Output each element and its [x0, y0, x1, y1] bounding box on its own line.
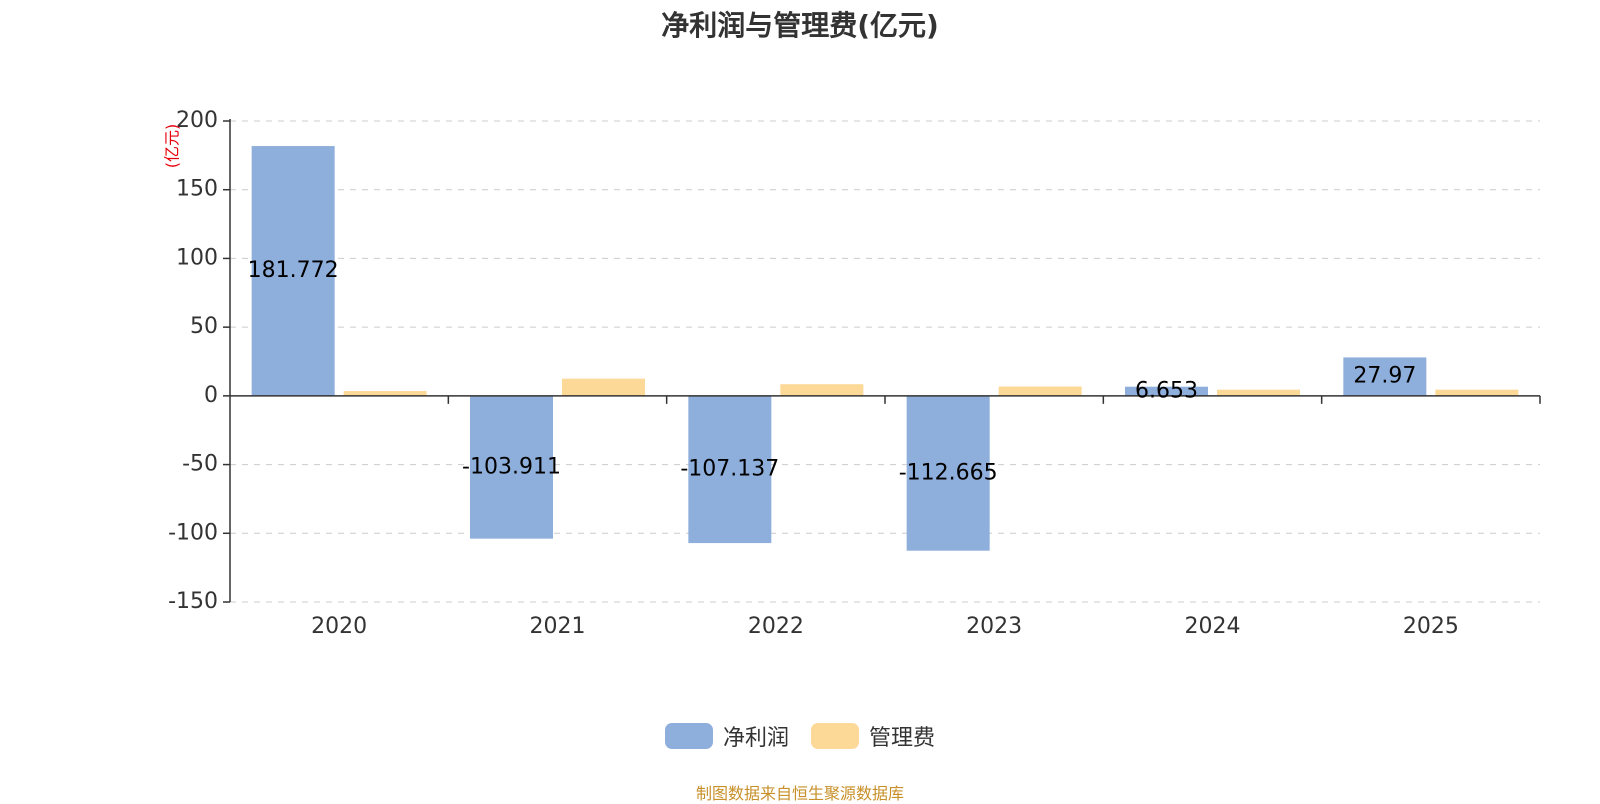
bar-net-profit [470, 395, 553, 539]
data-label: 181.772 [248, 258, 339, 283]
bars [251, 146, 1519, 551]
x-tick-label: 2021 [530, 614, 586, 639]
bar-admin-expense [1435, 389, 1519, 396]
bar-net-profit [906, 395, 990, 551]
chart-title: 净利润与管理费(亿元) [661, 9, 939, 42]
x-tick-label: 2024 [1185, 614, 1241, 639]
data-label: 6.653 [1135, 378, 1198, 403]
bar-net-profit [251, 146, 335, 396]
axes: 200 150 100 50 0 -50 -100 -150 2020 2021 2022 2023 2… [168, 108, 1541, 639]
legend-swatch-net-profit [664, 723, 713, 749]
y-tick-label: -50 [182, 452, 218, 477]
bar-net-profit [1343, 357, 1427, 396]
data-labels: 181.772 -103.911 -107.137 -112.665 6.653 27.9… [248, 258, 1417, 485]
x-tick-label: 2025 [1403, 614, 1459, 639]
x-tick-label: 2020 [311, 614, 367, 639]
y-tick-label: 150 [176, 177, 218, 202]
bar-admin-expense [343, 391, 427, 396]
x-tick-label: 2023 [966, 614, 1022, 639]
data-label: -103.911 [462, 454, 561, 479]
data-label: -112.665 [899, 460, 998, 485]
bar-net-profit [688, 395, 772, 544]
bar-admin-expense [562, 378, 645, 396]
data-label: 27.97 [1353, 364, 1416, 389]
bar-admin-expense [1217, 389, 1300, 396]
legend-label-net-profit: 净利润 [722, 726, 789, 751]
legend-swatch-admin-expense [811, 723, 859, 749]
grid-lines [230, 120, 1540, 603]
data-label: -107.137 [680, 456, 779, 481]
bar-admin-expense [780, 384, 864, 396]
y-tick-label: -150 [168, 589, 218, 614]
bar-net-profit [1125, 386, 1208, 396]
y-axis-label: (亿元) [163, 124, 182, 169]
bar-admin-expense [998, 386, 1082, 396]
y-tick-label: 50 [190, 314, 218, 339]
legend-item-net-profit[interactable]: 净利润 [664, 720, 789, 752]
bar-chart: 200 150 100 50 0 -50 -100 -150 2020 2021 2022 2023 2… [163, 108, 1541, 639]
legend-item-admin-expense[interactable]: 管理费 [811, 720, 935, 752]
legend: 净利润 管理费 [0, 720, 1600, 752]
y-tick-label: 0 [204, 383, 218, 408]
x-tick-label: 2022 [748, 614, 804, 639]
y-tick-label: 100 [176, 245, 218, 270]
y-tick-label: 200 [176, 108, 218, 133]
y-tick-label: -100 [168, 520, 218, 545]
source-note: 制图数据来自恒生聚源数据库 [695, 784, 904, 803]
legend-label-admin-expense: 管理费 [869, 726, 936, 751]
